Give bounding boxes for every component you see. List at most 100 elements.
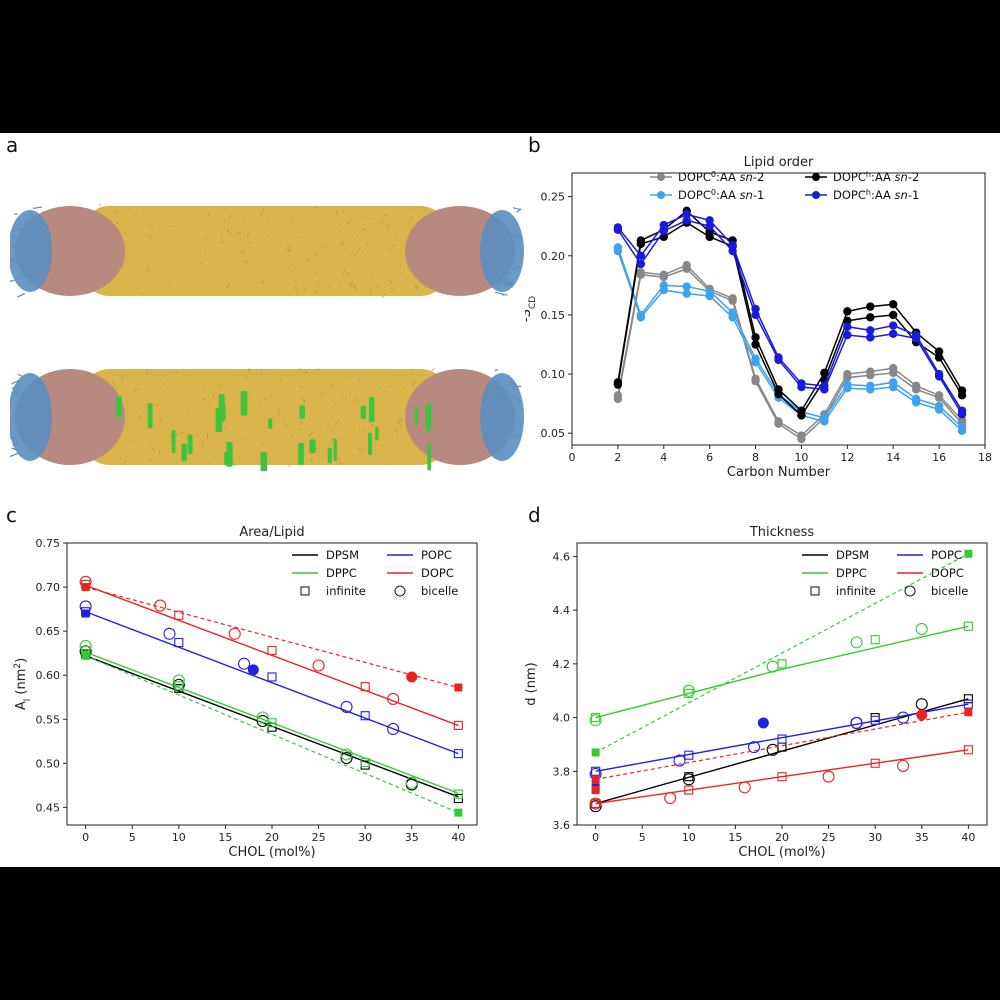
data-point <box>889 329 898 339</box>
headgroup-tip <box>35 453 41 456</box>
lipid-tail <box>430 368 435 372</box>
data-point <box>911 330 921 340</box>
lipid-tail <box>240 249 245 255</box>
headgroup-tip <box>23 430 29 436</box>
lipid-tail <box>223 425 227 429</box>
lipid-tail <box>114 210 120 215</box>
lipid-tail <box>199 251 202 255</box>
lipid-tail <box>369 422 374 427</box>
y-tick-label: 0.10 <box>541 368 566 381</box>
infinite-point <box>963 745 973 755</box>
headgroup-tip <box>33 206 42 209</box>
lipid-tail <box>432 433 437 436</box>
lipid-tail <box>456 389 460 394</box>
lipid-tail <box>372 274 374 279</box>
infinite-point <box>453 720 463 730</box>
data-point <box>705 287 714 296</box>
infinite-point <box>870 715 880 725</box>
lipid-tail <box>289 216 294 221</box>
data-point <box>866 333 875 342</box>
lipid-tail <box>101 378 104 383</box>
data-point <box>866 381 875 391</box>
lipid-tail <box>361 217 364 220</box>
lipid-tail <box>278 408 280 414</box>
bicelle-point <box>589 714 602 727</box>
lipid-tail <box>424 285 427 289</box>
lipid-tail <box>438 208 443 212</box>
cholesterol-molecule <box>375 426 379 441</box>
lipid-tail <box>309 255 314 257</box>
lipid-tail <box>226 230 229 232</box>
lipid-tail <box>290 432 294 437</box>
lipid-tail <box>379 386 381 388</box>
headgroup-tip <box>10 279 15 282</box>
legend-marker <box>394 585 406 597</box>
x-tick-label: 10 <box>172 831 186 844</box>
infinite-point <box>174 638 184 648</box>
headgroup-tip <box>30 411 39 416</box>
lipid-tail <box>69 388 74 391</box>
lipid-tail <box>458 222 461 226</box>
x-axis-label: Carbon Number <box>727 465 831 480</box>
lipid-tail <box>352 417 355 421</box>
lipid-tail <box>426 277 429 281</box>
lipid-tail <box>150 223 154 228</box>
headgroup-tip <box>10 257 18 263</box>
headgroup-tip <box>11 244 19 250</box>
cholesterol-molecule <box>327 447 332 464</box>
lipid-tail <box>335 457 341 462</box>
bicelle-point <box>850 636 863 649</box>
series-line <box>617 221 963 417</box>
headgroup-tip <box>27 398 35 402</box>
bicelle-point <box>738 781 751 794</box>
y-tick-label: 0.65 <box>36 625 61 638</box>
molecular-renders <box>10 203 524 472</box>
lipid-tail <box>339 229 342 233</box>
lipid-tail <box>88 439 93 445</box>
data-point <box>728 308 737 317</box>
data-point <box>682 261 691 270</box>
lipid-tail <box>244 259 249 264</box>
data-point <box>911 394 921 404</box>
legend-label: DOPC <box>421 566 454 580</box>
lipid-tail <box>85 260 88 263</box>
data-point <box>682 282 691 291</box>
infinite-point <box>591 713 601 723</box>
lipid-tail <box>342 394 344 397</box>
data-point <box>659 220 668 230</box>
lipid-tail <box>427 439 430 443</box>
data-point <box>682 210 691 219</box>
lipid-tail <box>288 249 292 253</box>
data-point <box>934 391 944 400</box>
lipid-tail <box>278 245 283 247</box>
lipid-tail <box>134 212 137 215</box>
lipid-tail <box>294 278 297 283</box>
headgroup-tip <box>34 439 39 444</box>
lipid-tail <box>187 408 191 413</box>
series-line <box>617 213 963 412</box>
legend-marker <box>657 191 665 199</box>
lipid-tail <box>260 441 265 445</box>
cholesterol-molecule <box>181 443 187 462</box>
headgroup-tip <box>512 207 522 211</box>
lipid-tail <box>220 240 226 244</box>
bicelle-point <box>589 800 602 813</box>
dashed-line-dopc <box>85 586 459 689</box>
lipid-tail <box>83 221 88 228</box>
lipid-tail <box>335 209 339 216</box>
x-tick-label: 20 <box>265 831 279 844</box>
data-point <box>751 304 760 314</box>
filled-infinite-point <box>81 609 90 618</box>
data-point <box>889 363 898 373</box>
data-point <box>797 406 806 415</box>
headgroup-tip <box>510 233 518 237</box>
bicelle-without-cholesterol-lipid-tails <box>67 203 461 299</box>
lipid-tail <box>142 293 145 296</box>
series-line <box>617 264 963 437</box>
lipid-tail <box>303 287 307 292</box>
lipid-tail <box>399 264 401 268</box>
lipid-tail <box>120 262 125 269</box>
infinite-point <box>360 711 370 721</box>
infinite-point <box>453 789 463 799</box>
lipid-tail <box>457 243 460 248</box>
